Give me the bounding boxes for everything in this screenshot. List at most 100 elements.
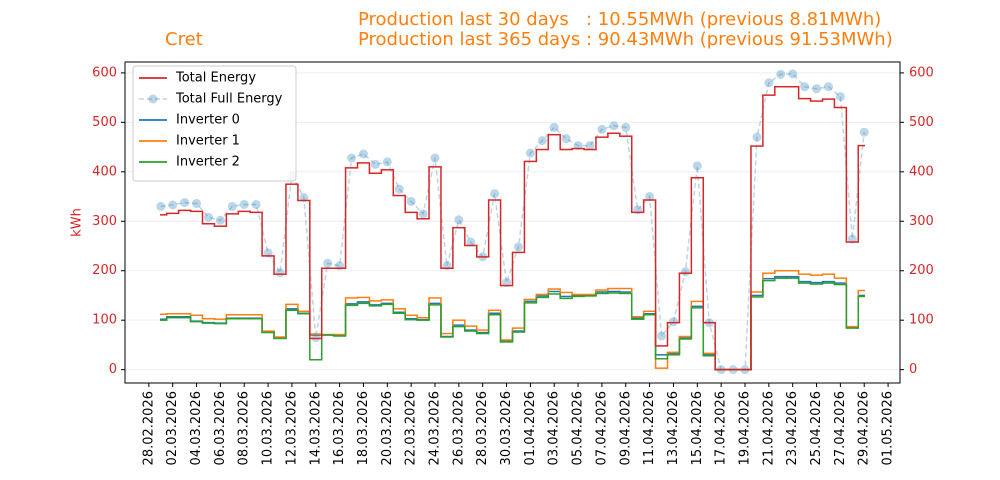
y-tick-label: 200 xyxy=(92,263,117,278)
y2-tick-label: 500 xyxy=(909,115,934,130)
y2-tick-label: 400 xyxy=(909,164,934,179)
point xyxy=(800,82,810,92)
point xyxy=(227,201,237,211)
y2-tick-label: 100 xyxy=(909,313,934,328)
x-tick-label: 27.04.2026 xyxy=(833,391,848,465)
point xyxy=(597,124,607,134)
point xyxy=(621,122,631,132)
point xyxy=(239,199,249,209)
x-tick-label: 30.03.2026 xyxy=(499,391,514,465)
x-tick-label: 01.04.2026 xyxy=(523,391,538,465)
x-tick-label: 26.03.2026 xyxy=(451,391,466,465)
point xyxy=(645,192,655,202)
point xyxy=(168,200,178,210)
x-tick-label: 04.03.2026 xyxy=(189,391,204,465)
x-tick-label: 06.03.2026 xyxy=(213,391,228,465)
legend-label: Inverter 2 xyxy=(176,155,240,170)
point xyxy=(764,78,774,88)
x-tick-label: 02.03.2026 xyxy=(165,391,180,465)
point xyxy=(454,215,464,225)
x-tick-label: 12.03.2026 xyxy=(284,391,299,465)
x-tick-label: 16.03.2026 xyxy=(332,391,347,465)
x-tick-label: 01.05.2026 xyxy=(881,391,896,465)
legend-marker xyxy=(148,94,158,104)
point xyxy=(680,267,690,277)
point xyxy=(215,215,225,225)
point xyxy=(537,136,547,146)
x-tick-label: 07.04.2026 xyxy=(594,391,609,465)
point xyxy=(692,161,702,171)
point xyxy=(406,196,416,206)
point xyxy=(585,141,595,151)
x-tick-label: 23.04.2026 xyxy=(785,391,800,465)
x-tick-label: 21.04.2026 xyxy=(761,391,776,465)
point xyxy=(180,197,190,207)
y2-tick-label: 200 xyxy=(909,263,934,278)
x-tick-label: 18.03.2026 xyxy=(356,391,371,465)
plot-frame xyxy=(124,61,901,384)
point xyxy=(859,127,869,137)
point xyxy=(382,157,392,167)
x-tick-label: 29.04.2026 xyxy=(857,391,872,465)
point xyxy=(657,331,667,341)
x-tick-label: 05.04.2026 xyxy=(571,391,586,465)
point xyxy=(275,268,285,278)
y-tick-label: 500 xyxy=(92,115,117,130)
y-tick-label: 100 xyxy=(92,313,117,328)
point xyxy=(549,122,559,132)
legend-label: Total Full Energy xyxy=(175,92,283,107)
chart-title: Production last 365 days : 90.43MWh (pre… xyxy=(358,29,893,50)
legend-label: Total Energy xyxy=(175,71,256,86)
point xyxy=(525,148,535,158)
point xyxy=(203,212,213,222)
point xyxy=(668,317,678,327)
legend-box xyxy=(132,65,297,182)
point xyxy=(835,92,845,102)
x-tick-label: 13.04.2026 xyxy=(666,391,681,465)
point xyxy=(788,69,798,79)
x-tick-label: 25.04.2026 xyxy=(809,391,824,465)
x-tick-label: 11.04.2026 xyxy=(642,391,657,465)
x-tick-label: 22.03.2026 xyxy=(404,391,419,465)
x-tick-label: 14.03.2026 xyxy=(308,391,323,465)
x-tick-label: 28.03.2026 xyxy=(475,391,490,465)
point xyxy=(513,242,523,252)
point xyxy=(430,153,440,163)
point xyxy=(466,237,476,247)
x-tick-label: 28.02.2026 xyxy=(141,391,156,465)
point xyxy=(358,149,368,159)
y-tick-label: 0 xyxy=(109,362,117,377)
y-tick-label: 600 xyxy=(92,65,117,80)
point xyxy=(776,69,786,79)
point xyxy=(561,134,571,144)
point xyxy=(418,209,428,219)
step-series xyxy=(160,275,865,371)
point xyxy=(370,159,380,169)
point xyxy=(812,84,822,94)
x-tick-label: 09.04.2026 xyxy=(618,391,633,465)
y2-tick-label: 0 xyxy=(909,362,917,377)
y-tick-label: 300 xyxy=(92,214,117,229)
y-tick-label: 400 xyxy=(92,164,117,179)
point xyxy=(323,258,333,268)
point xyxy=(251,199,261,209)
point xyxy=(156,201,166,211)
point xyxy=(394,184,404,194)
station-name: Cret xyxy=(165,29,203,50)
point xyxy=(823,82,833,92)
point xyxy=(347,153,357,163)
x-tick-label: 10.03.2026 xyxy=(261,391,276,465)
x-tick-label: 17.04.2026 xyxy=(714,391,729,465)
y2-tick-label: 300 xyxy=(909,214,934,229)
y2-tick-label: 600 xyxy=(909,65,934,80)
point xyxy=(752,132,762,142)
x-tick-label: 24.03.2026 xyxy=(428,391,443,465)
point xyxy=(490,189,500,199)
x-tick-label: 08.03.2026 xyxy=(237,391,252,465)
point xyxy=(192,198,202,208)
x-tick-label: 20.03.2026 xyxy=(380,391,395,465)
legend-label: Inverter 0 xyxy=(176,113,240,128)
x-tick-label: 19.04.2026 xyxy=(738,391,753,465)
chart-title: Production last 30 days : 10.55MWh (prev… xyxy=(358,9,881,30)
